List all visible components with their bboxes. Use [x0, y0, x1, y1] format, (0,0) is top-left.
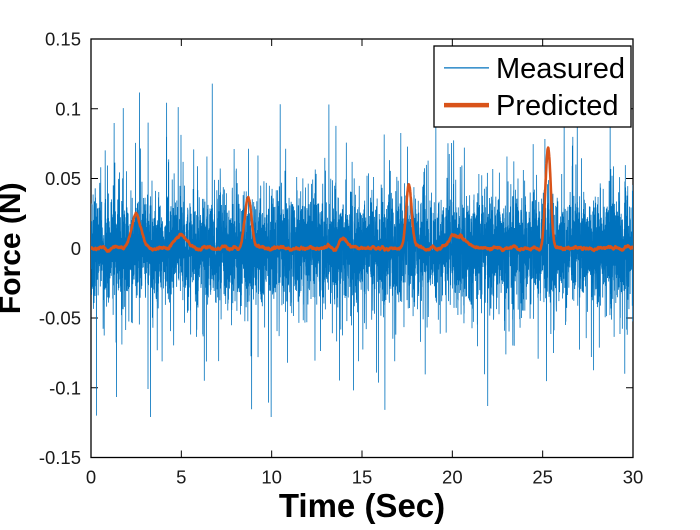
svg-text:0: 0 — [71, 238, 81, 259]
svg-text:Force (N): Force (N) — [0, 182, 27, 314]
svg-text:Measured: Measured — [496, 53, 625, 85]
svg-text:5: 5 — [176, 467, 186, 488]
svg-text:30: 30 — [623, 467, 644, 488]
svg-text:-0.05: -0.05 — [39, 308, 81, 329]
svg-text:20: 20 — [442, 467, 463, 488]
svg-text:-0.1: -0.1 — [49, 377, 81, 398]
svg-text:0.15: 0.15 — [45, 29, 81, 50]
svg-text:10: 10 — [261, 467, 282, 488]
svg-text:Time (Sec): Time (Sec) — [279, 487, 445, 524]
svg-text:0: 0 — [86, 467, 96, 488]
svg-text:Predicted: Predicted — [496, 90, 619, 122]
svg-text:-0.15: -0.15 — [39, 447, 81, 468]
svg-text:25: 25 — [532, 467, 553, 488]
svg-text:0.05: 0.05 — [45, 168, 81, 189]
svg-text:15: 15 — [352, 467, 373, 488]
svg-text:0.1: 0.1 — [55, 98, 81, 119]
